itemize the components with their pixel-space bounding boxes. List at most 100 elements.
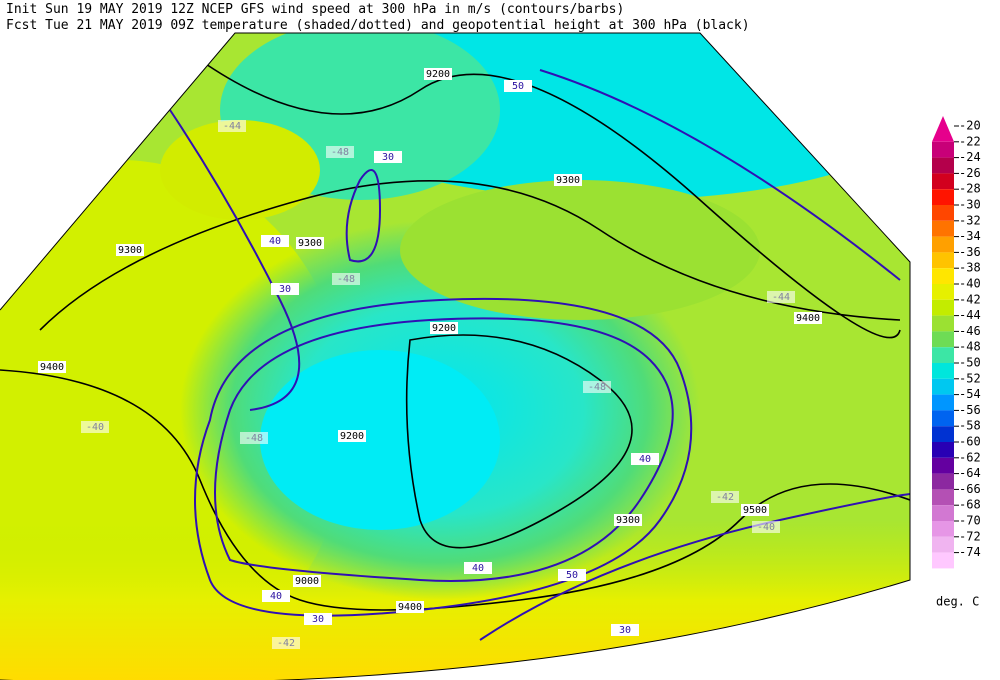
colorbar-swatch (932, 252, 954, 269)
colorbar-swatch (932, 505, 954, 521)
contour-label-bg (396, 601, 424, 613)
contour-label-bg (218, 120, 246, 132)
colorbar-label: -68 (959, 498, 981, 512)
colorbar-label: -56 (959, 403, 981, 417)
colorbar-label: -46 (959, 324, 981, 338)
contour-label-bg (583, 381, 611, 393)
colorbar-swatch (932, 536, 954, 553)
colorbar-label: -28 (959, 182, 981, 196)
colorbar-label: -38 (959, 261, 981, 275)
height-label: 9300 (616, 515, 640, 526)
colorbar-label: -24 (959, 150, 981, 164)
contour-label-bg (611, 624, 639, 636)
wind-label: 50 (566, 570, 578, 581)
height-label: 9300 (118, 245, 142, 256)
header-line: Fcst Tue 21 MAY 2019 09Z temperature (sh… (6, 18, 750, 33)
colorbar-swatch (932, 220, 954, 237)
colorbar-swatch (932, 299, 954, 316)
height-label: 9500 (743, 505, 767, 516)
height-label: 9200 (432, 323, 456, 334)
wind-label: 40 (270, 591, 282, 602)
colorbar-label: -70 (959, 514, 981, 528)
colorbar-swatch (932, 173, 954, 190)
colorbar-swatch (932, 205, 954, 221)
colorbar-swatch (932, 331, 954, 348)
wind-label: 30 (312, 614, 324, 625)
contour-label-bg (752, 521, 780, 533)
map-border (0, 32, 911, 680)
colorbar-label: -62 (959, 450, 981, 464)
colorbar-swatch (932, 521, 954, 537)
colorbar-swatch (932, 410, 954, 427)
temperature-label: -42 (277, 638, 295, 649)
colorbar-swatch (932, 284, 954, 300)
colorbar-swatch (932, 442, 954, 458)
temperature-label: -44 (223, 121, 241, 132)
contour-label-bg (631, 453, 659, 465)
contour-label-bg (272, 637, 300, 649)
colorbar-swatch (932, 268, 954, 284)
colorbar-swatch (932, 473, 954, 490)
wind-label: 30 (619, 625, 631, 636)
contour-label-bg (296, 237, 324, 249)
temperature-label: -48 (337, 274, 355, 285)
wind-label: 40 (269, 236, 281, 247)
colorbar-label: -20 (959, 119, 981, 133)
header-line: Init Sun 19 MAY 2019 12Z NCEP GFS wind s… (6, 2, 624, 17)
colorbar-label: -54 (959, 387, 981, 401)
colorbar-label: -60 (959, 435, 981, 449)
contour-label-bg (304, 613, 332, 625)
colorbar-swatch (932, 189, 954, 205)
colorbar-label: -74 (959, 545, 981, 559)
wind-label: 40 (472, 563, 484, 574)
colorbar-swatch (932, 157, 954, 174)
temperature-label: -48 (331, 147, 349, 158)
contour-label-bg (326, 146, 354, 158)
contour-label-bg (332, 273, 360, 285)
wind-label: 40 (639, 454, 651, 465)
map-area (0, 33, 910, 680)
contour-label-bg (464, 562, 492, 574)
height-label: 9000 (295, 576, 319, 587)
colorbar-swatch (932, 457, 954, 474)
contour-label-bg (554, 174, 582, 186)
contour-label-bg (767, 291, 795, 303)
temperature-label: -40 (86, 422, 104, 433)
colorbar-label: -58 (959, 419, 981, 433)
temperature-label: -44 (772, 292, 790, 303)
colorbar-swatch (932, 552, 954, 569)
height-label: 9200 (340, 431, 364, 442)
contour-label-bg (240, 432, 268, 444)
contour-label-bg (38, 361, 66, 373)
colorbar-swatch (932, 426, 954, 442)
colorbar-swatch (932, 489, 954, 506)
colorbar-label: -36 (959, 245, 981, 259)
height-label: 9400 (398, 602, 422, 613)
temperature-label: -40 (757, 522, 775, 533)
wind-label: 50 (512, 81, 524, 92)
contour-label-bg (558, 569, 586, 581)
contour-label-bg (711, 491, 739, 503)
contour-label-bg (504, 80, 532, 92)
colorbar-label: -72 (959, 529, 981, 543)
colorbar-swatch (932, 394, 954, 411)
temperature-label: -42 (716, 492, 734, 503)
contour-label-bg (794, 312, 822, 324)
wind-label: 30 (382, 152, 394, 163)
contour-label-bg (338, 430, 366, 442)
colorbar-label: -32 (959, 213, 981, 227)
colorbar-label: -52 (959, 371, 981, 385)
colorbar-swatch (932, 363, 954, 379)
contour-label-bg (293, 575, 321, 587)
colorbar-label: -26 (959, 166, 981, 180)
height-label: 9300 (298, 238, 322, 249)
contour-label-bg (614, 514, 642, 526)
height-label: 9200 (426, 69, 450, 80)
unit-label: deg. C (936, 595, 979, 609)
contour-label-bg (741, 504, 769, 516)
colorbar-label: -40 (959, 277, 981, 291)
colorbar-label: -34 (959, 229, 981, 243)
contour-label-bg (81, 421, 109, 433)
